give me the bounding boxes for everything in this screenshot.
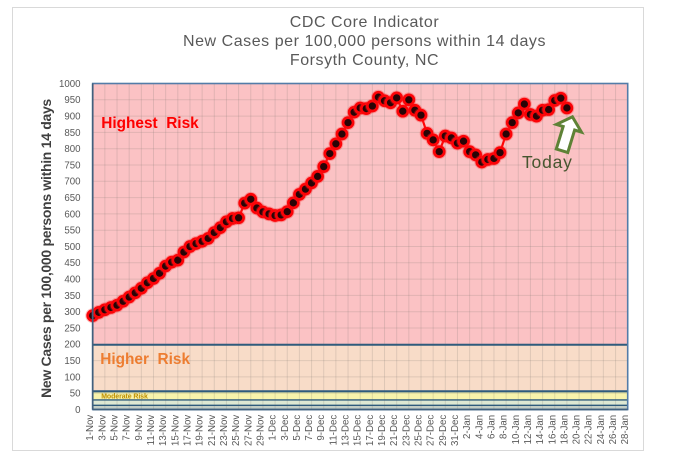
svg-text:13-Dec: 13-Dec bbox=[341, 415, 352, 446]
svg-text:350: 350 bbox=[64, 291, 81, 302]
svg-text:800: 800 bbox=[64, 144, 81, 155]
svg-text:250: 250 bbox=[64, 323, 81, 334]
svg-text:21-Dec: 21-Dec bbox=[389, 415, 400, 446]
svg-text:1-Dec: 1-Dec bbox=[268, 415, 279, 441]
svg-text:29-Nov: 29-Nov bbox=[255, 415, 266, 446]
svg-text:16-Jan: 16-Jan bbox=[547, 415, 558, 445]
svg-text:9-Nov: 9-Nov bbox=[134, 415, 145, 441]
svg-text:200: 200 bbox=[64, 340, 81, 351]
svg-text:17-Dec: 17-Dec bbox=[365, 415, 376, 446]
svg-text:18-Jan: 18-Jan bbox=[559, 415, 570, 445]
svg-text:Forsyth County, NC: Forsyth County, NC bbox=[290, 52, 439, 69]
svg-text:2-Jan: 2-Jan bbox=[462, 415, 473, 439]
svg-text:1-Nov: 1-Nov bbox=[85, 415, 96, 441]
svg-text:23-Nov: 23-Nov bbox=[219, 415, 230, 446]
svg-text:50: 50 bbox=[70, 389, 81, 400]
svg-text:5-Nov: 5-Nov bbox=[110, 415, 121, 441]
svg-text:650: 650 bbox=[64, 193, 81, 204]
svg-text:0: 0 bbox=[75, 405, 81, 416]
svg-text:300: 300 bbox=[64, 307, 81, 318]
svg-text:14-Jan: 14-Jan bbox=[535, 415, 546, 445]
svg-text:New Cases per 100,000 persons: New Cases per 100,000 persons within 14 … bbox=[38, 99, 54, 398]
svg-text:19-Nov: 19-Nov bbox=[195, 415, 206, 446]
svg-text:17-Nov: 17-Nov bbox=[182, 415, 193, 446]
svg-text:19-Dec: 19-Dec bbox=[377, 415, 388, 446]
svg-text:5-Dec: 5-Dec bbox=[292, 415, 303, 441]
svg-text:21-Nov: 21-Nov bbox=[207, 415, 218, 446]
svg-text:7-Dec: 7-Dec bbox=[304, 415, 315, 441]
svg-text:22-Jan: 22-Jan bbox=[584, 415, 595, 445]
svg-text:11-Dec: 11-Dec bbox=[328, 415, 339, 446]
svg-text:500: 500 bbox=[64, 242, 81, 253]
svg-text:900: 900 bbox=[64, 112, 81, 123]
svg-text:4-Jan: 4-Jan bbox=[474, 415, 485, 439]
svg-text:150: 150 bbox=[64, 356, 81, 367]
svg-text:12-Jan: 12-Jan bbox=[523, 415, 534, 445]
svg-text:New Cases per 100,000 persons: New Cases per 100,000 persons within 14 … bbox=[183, 33, 546, 50]
svg-text:11-Nov: 11-Nov bbox=[146, 415, 157, 446]
svg-text:7-Nov: 7-Nov bbox=[122, 415, 133, 441]
svg-text:Highest Risk: Highest Risk bbox=[101, 115, 199, 132]
svg-text:15-Nov: 15-Nov bbox=[170, 415, 181, 446]
svg-text:13-Nov: 13-Nov bbox=[158, 415, 169, 446]
svg-text:1000: 1000 bbox=[59, 79, 81, 90]
svg-text:27-Dec: 27-Dec bbox=[426, 415, 437, 446]
svg-text:29-Dec: 29-Dec bbox=[438, 415, 449, 446]
svg-text:450: 450 bbox=[64, 258, 81, 269]
svg-text:6-Jan: 6-Jan bbox=[486, 415, 497, 439]
svg-text:25-Nov: 25-Nov bbox=[231, 415, 242, 446]
svg-text:850: 850 bbox=[64, 128, 81, 139]
svg-text:3-Dec: 3-Dec bbox=[280, 415, 291, 441]
svg-text:31-Dec: 31-Dec bbox=[450, 415, 461, 446]
svg-text:9-Dec: 9-Dec bbox=[316, 415, 327, 441]
svg-text:Moderate Risk: Moderate Risk bbox=[101, 393, 148, 400]
svg-text:CDC Core Indicator: CDC Core Indicator bbox=[290, 14, 440, 31]
svg-text:Higher Risk: Higher Risk bbox=[100, 351, 190, 368]
svg-text:26-Jan: 26-Jan bbox=[608, 415, 619, 445]
svg-text:8-Jan: 8-Jan bbox=[499, 415, 510, 439]
svg-text:Today: Today bbox=[522, 152, 573, 172]
svg-text:20-Jan: 20-Jan bbox=[572, 415, 583, 445]
svg-text:600: 600 bbox=[64, 209, 81, 220]
svg-text:28-Jan: 28-Jan bbox=[620, 415, 631, 445]
svg-text:750: 750 bbox=[64, 160, 81, 171]
svg-text:24-Jan: 24-Jan bbox=[596, 415, 607, 445]
svg-text:550: 550 bbox=[64, 226, 81, 237]
svg-text:3-Nov: 3-Nov bbox=[97, 415, 108, 441]
svg-text:25-Dec: 25-Dec bbox=[414, 415, 425, 446]
svg-text:27-Nov: 27-Nov bbox=[243, 415, 254, 446]
svg-text:15-Dec: 15-Dec bbox=[353, 415, 364, 446]
svg-text:950: 950 bbox=[64, 95, 81, 106]
svg-text:10-Jan: 10-Jan bbox=[511, 415, 522, 445]
svg-text:100: 100 bbox=[64, 372, 81, 383]
svg-text:400: 400 bbox=[64, 275, 81, 286]
svg-text:700: 700 bbox=[64, 177, 81, 188]
svg-text:23-Dec: 23-Dec bbox=[401, 415, 412, 446]
